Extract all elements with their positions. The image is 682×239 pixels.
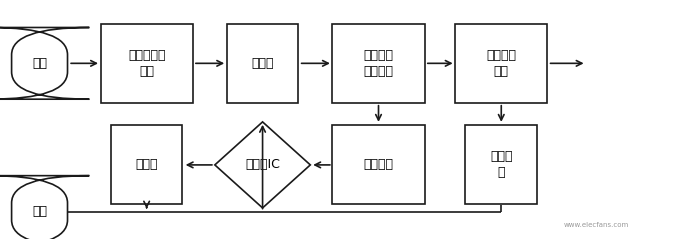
Bar xyxy=(465,125,537,204)
Text: 整流、续
流、滤波: 整流、续 流、滤波 xyxy=(364,49,394,78)
Text: 输入整流、
滤波: 输入整流、 滤波 xyxy=(128,49,165,78)
FancyBboxPatch shape xyxy=(0,176,89,239)
Text: 输入: 输入 xyxy=(32,57,47,70)
Text: www.elecfans.com: www.elecfans.com xyxy=(564,222,629,228)
Bar xyxy=(333,125,424,204)
Polygon shape xyxy=(215,122,310,208)
Text: 变压器: 变压器 xyxy=(252,57,273,70)
Text: 地线: 地线 xyxy=(32,205,47,218)
Text: 恒流稳压
输出: 恒流稳压 输出 xyxy=(486,49,516,78)
Bar xyxy=(456,24,548,103)
FancyBboxPatch shape xyxy=(0,27,89,99)
Bar xyxy=(110,125,183,204)
Bar xyxy=(101,24,192,103)
Text: 控制器IC: 控制器IC xyxy=(245,158,280,171)
Bar xyxy=(226,24,299,103)
Bar xyxy=(333,24,424,103)
Text: 功率管: 功率管 xyxy=(136,158,158,171)
Text: 保护电
路: 保护电 路 xyxy=(490,150,512,179)
Text: 反馈网络: 反馈网络 xyxy=(364,158,394,171)
